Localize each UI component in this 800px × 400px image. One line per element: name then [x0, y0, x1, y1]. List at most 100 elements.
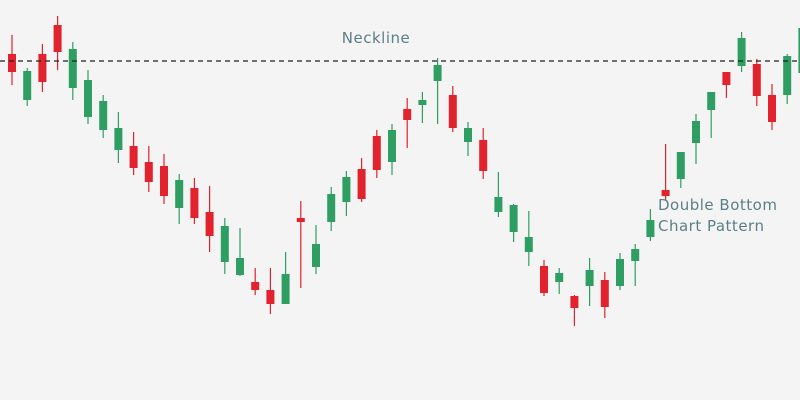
candle-body [68, 49, 77, 88]
candle-body [464, 128, 472, 142]
candle [357, 158, 366, 202]
candle-body [418, 100, 427, 105]
candle [616, 253, 624, 290]
candle [53, 16, 62, 70]
candle-body [312, 244, 320, 267]
candle [129, 132, 138, 175]
candle [8, 35, 16, 85]
candle [327, 187, 336, 231]
candle [433, 58, 442, 124]
candle [798, 28, 800, 73]
candle [220, 218, 229, 274]
candle-body [555, 273, 564, 282]
candle [38, 44, 47, 92]
candle-body [524, 237, 533, 252]
candle-body [357, 169, 366, 199]
candle [144, 146, 153, 192]
candle [722, 72, 731, 98]
candle-body [296, 218, 305, 222]
candle [661, 144, 670, 200]
candle-body [205, 212, 214, 236]
candle [646, 209, 655, 241]
candle-body [144, 162, 153, 182]
candle-body [175, 180, 184, 208]
candle-body [768, 95, 776, 122]
candle [464, 122, 472, 156]
candle-body [433, 65, 442, 81]
pattern-name-line-1: Double Bottom [658, 196, 778, 214]
candle [418, 92, 427, 123]
candle-body [737, 38, 746, 66]
candle [175, 174, 184, 224]
candle [114, 112, 123, 163]
candle-body [281, 274, 290, 304]
candle [403, 98, 412, 148]
candle-body [372, 136, 381, 170]
candle-body [646, 220, 655, 237]
candle-body [266, 290, 275, 304]
candle-body [190, 188, 199, 218]
candle [84, 70, 92, 124]
candle [160, 154, 168, 204]
candle-body [84, 80, 92, 117]
candle [448, 86, 457, 132]
candle-body [479, 140, 488, 171]
candle-body [448, 95, 457, 128]
candle [600, 272, 609, 318]
candle-body [676, 152, 685, 179]
candle-body [38, 54, 47, 82]
candle [372, 130, 381, 178]
candle-body [661, 190, 670, 196]
candle [752, 59, 761, 106]
candle [783, 54, 792, 104]
candle-body [99, 101, 108, 130]
candle [281, 252, 290, 304]
candles-group [8, 16, 800, 326]
pattern-name-line-2: Chart Pattern [658, 217, 765, 235]
candle [524, 211, 533, 266]
candle [585, 258, 594, 306]
candle [296, 201, 305, 288]
candle-body [570, 296, 579, 308]
candle-body [540, 266, 548, 293]
candle-body [631, 249, 640, 261]
candle-body [494, 197, 503, 212]
candle [236, 228, 244, 276]
candle [312, 225, 320, 274]
candle [768, 84, 776, 130]
candle-body [798, 28, 800, 73]
candle-body [616, 259, 624, 286]
candle-body [403, 109, 412, 120]
candle [190, 178, 199, 224]
candle-body [509, 205, 518, 232]
neckline-label: Neckline [341, 29, 411, 47]
candle [540, 260, 548, 296]
candle [251, 268, 260, 295]
candle-body [342, 177, 351, 202]
candle [68, 42, 77, 100]
candle [388, 124, 396, 175]
candle [23, 68, 32, 106]
candle-body [707, 92, 716, 110]
candle [509, 204, 518, 242]
candle-body [53, 25, 62, 52]
candle [342, 171, 351, 216]
candle [205, 186, 214, 252]
candle-body [251, 282, 260, 290]
candle-body [23, 71, 32, 100]
candle-body [752, 64, 761, 96]
candle [631, 244, 640, 286]
candle-body [8, 54, 16, 72]
candle [479, 128, 488, 179]
candle [99, 95, 108, 138]
candle-body [114, 128, 123, 150]
candle-body [692, 121, 700, 143]
candle [570, 295, 579, 326]
candle-body [220, 226, 229, 262]
candle-body [129, 146, 138, 168]
pattern-name-label: Double Bottom Chart Pattern [658, 195, 798, 237]
candle [555, 268, 564, 294]
candle-body [236, 258, 244, 275]
